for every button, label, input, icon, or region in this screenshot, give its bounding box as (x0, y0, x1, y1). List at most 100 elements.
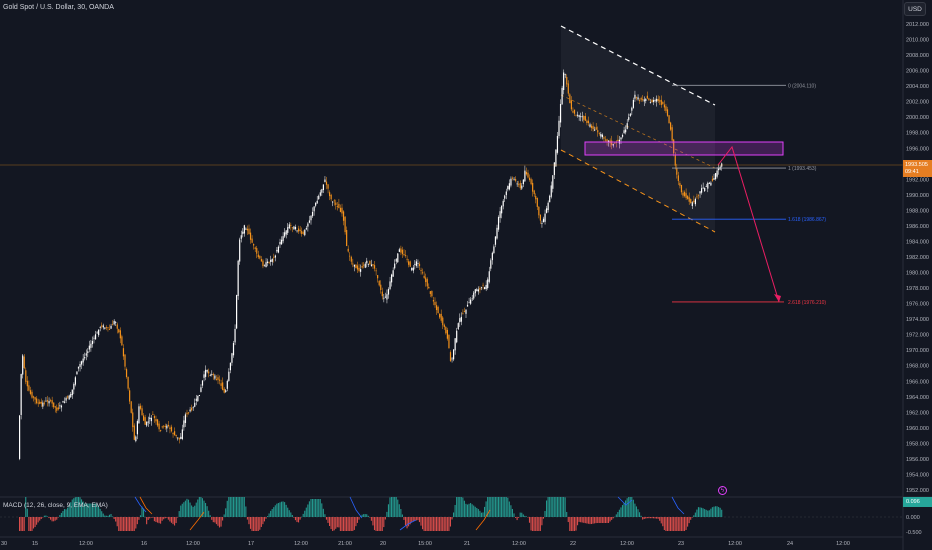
candle-body (360, 269, 362, 272)
candle-body (316, 200, 318, 204)
macd-histogram-bar (59, 515, 61, 517)
macd-histogram-bar (687, 517, 689, 527)
candle-body (403, 254, 405, 256)
candle-body (339, 207, 342, 212)
macd-histogram-bar (527, 517, 529, 518)
candle-body (19, 415, 21, 459)
macd-histogram-bar (515, 517, 517, 518)
macd-histogram-bar (713, 506, 715, 517)
macd-histogram-bar (699, 507, 701, 517)
bar-countdown: 09:41 (905, 169, 919, 175)
candle-body (84, 357, 86, 359)
candle-body (178, 437, 180, 440)
macd-histogram-bar (435, 517, 438, 531)
candle-body (490, 260, 492, 269)
macd-histogram-bar (203, 500, 205, 517)
macd-histogram-bar (356, 517, 358, 523)
macd-histogram-bar (445, 517, 447, 531)
macd-histogram-bar (431, 517, 433, 531)
candle-body (43, 402, 45, 404)
macd-histogram-bar (119, 517, 121, 531)
resistance-zone[interactable] (584, 141, 784, 156)
macd-histogram-bar (570, 517, 572, 531)
price-tick-label: 1988.000 (906, 208, 929, 214)
candle-body (538, 206, 540, 216)
macd-histogram-bar (691, 517, 693, 518)
candle-body (637, 97, 639, 100)
macd-histogram-bar (621, 505, 624, 517)
macd-histogram-bar (322, 508, 324, 517)
macd-histogram-bar (301, 516, 303, 518)
symbol-title[interactable]: Gold Spot / U.S. Dollar, 30, OANDA (3, 4, 114, 11)
macd-histogram-bar (480, 512, 482, 517)
macd-histogram-bar (153, 517, 155, 522)
macd-histogram-bar (666, 517, 668, 531)
channel-lower-line[interactable] (560, 149, 716, 233)
candle-body (96, 332, 98, 334)
candle-body (397, 253, 399, 263)
time-tick-label: 21 (464, 541, 470, 547)
channel-upper-line[interactable] (560, 25, 716, 106)
macd-histogram-bar (138, 517, 140, 520)
time-tick-label: 12:00 (620, 541, 634, 547)
candle-body (45, 400, 47, 402)
macd-histogram-bar (118, 517, 120, 531)
price-tick-label: 1974.000 (906, 317, 929, 323)
price-tick-label: 2004.000 (906, 84, 929, 90)
macd-histogram-bar (567, 517, 569, 523)
candle-body (639, 100, 641, 102)
macd-histogram-bar (141, 506, 143, 517)
macd-histogram-bar (79, 497, 81, 517)
candle-body (702, 187, 704, 189)
lightning-icon[interactable]: ϟ (718, 486, 727, 495)
candle-body (270, 259, 272, 262)
macd-histogram-bar (710, 508, 712, 517)
channel-drawing[interactable] (560, 25, 716, 233)
candle-body (141, 408, 143, 416)
candle-body (249, 232, 252, 240)
macd-histogram-bar (642, 517, 644, 520)
candle-body (601, 134, 603, 138)
price-tick-label: 1990.000 (906, 193, 929, 199)
macd-histogram-bar (56, 517, 58, 520)
candle-body (521, 185, 523, 189)
macd-histogram-bar (240, 497, 242, 517)
macd-histogram-bar (536, 517, 538, 531)
macd-axis[interactable]: 0.5000.000-0.500 (906, 502, 922, 536)
candle-body (422, 272, 424, 274)
candle-body (166, 425, 168, 429)
time-axis[interactable]: 30 15 12:00 16 12:00 17 12:00 21:00 20 15:00 21 12:… (1, 541, 850, 547)
macd-histogram-bar (268, 513, 270, 517)
candle-body (434, 301, 436, 306)
macd-histogram-bar (290, 512, 292, 517)
candle-body (104, 327, 106, 329)
channel-mid-line[interactable] (560, 94, 716, 169)
candle-body (377, 275, 379, 279)
macd-histogram-bar (107, 515, 109, 517)
candle-body (88, 345, 90, 350)
time-tick-label: 15:00 (418, 541, 432, 547)
fib-extension[interactable]: 0 (2004.110) 1 (1993.453) 1.618 (1986.867)… (672, 83, 826, 306)
macd-indicator-label[interactable]: MACD (12, 26, close, 9, EMA, EMA) (3, 502, 108, 509)
macd-histogram-bar (652, 517, 655, 519)
candle-body (408, 261, 410, 265)
macd-histogram-bar (577, 517, 579, 526)
candle-body (232, 342, 235, 356)
macd-histogram-bar (353, 517, 355, 530)
candle-body (146, 421, 148, 426)
candle-body (197, 395, 199, 402)
candle-body (693, 200, 695, 203)
candle-body (479, 288, 481, 290)
macd-histogram-bar (155, 517, 157, 523)
candle-body (175, 434, 177, 437)
currency-button[interactable]: USD (904, 2, 926, 16)
macd-histogram-bar (479, 510, 481, 517)
macd-histogram-bar (629, 497, 631, 517)
macd-histogram-bar (688, 517, 690, 524)
price-axis[interactable]: 2012.000 2010.000 2008.000 2006.000 2004.000… (906, 22, 929, 494)
projection-arrow-path[interactable] (717, 145, 780, 303)
macd-line (617, 496, 633, 506)
macd-histogram-bar (112, 516, 114, 517)
candle-body (577, 114, 579, 116)
